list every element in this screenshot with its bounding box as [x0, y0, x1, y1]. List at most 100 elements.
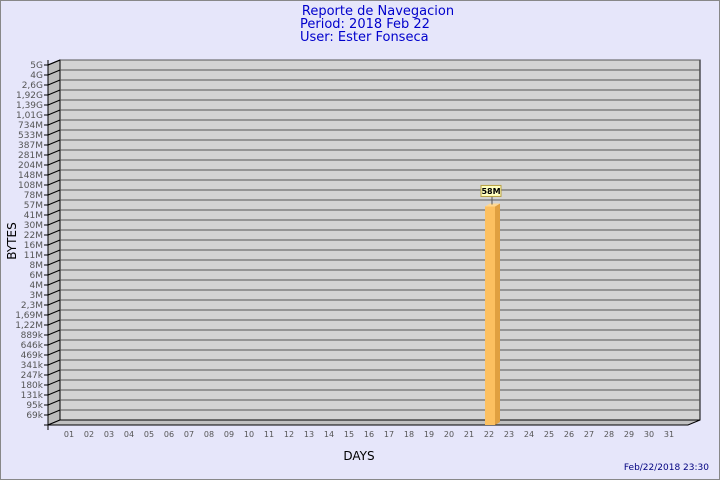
- x-tick-label: 18: [404, 430, 414, 439]
- x-tick-label: 31: [664, 430, 674, 439]
- y-tick-label: 4M: [30, 281, 44, 291]
- y-tick-label: 95k: [26, 401, 43, 411]
- y-tick-depth: [47, 249, 61, 256]
- bar-side: [495, 203, 500, 425]
- x-tick-label: 29: [624, 430, 634, 439]
- x-tick-label: 22: [484, 430, 494, 439]
- y-tick-depth: [47, 99, 61, 106]
- x-tick-label: 27: [584, 430, 594, 439]
- x-tick-label: 05: [144, 430, 154, 439]
- x-tick-label: 30: [644, 430, 654, 439]
- y-tick-label: 69k: [26, 411, 43, 421]
- y-tick-label: 16M: [24, 241, 43, 251]
- y-tick-depth: [47, 369, 61, 376]
- x-tick-label: 15: [344, 430, 354, 439]
- x-axis-label: DAYS: [343, 449, 374, 463]
- y-tick-depth: [47, 59, 61, 66]
- y-tick-depth: [47, 339, 61, 346]
- y-tick-depth: [47, 199, 61, 206]
- x-tick-label: 12: [284, 430, 294, 439]
- x-tick-label: 25: [544, 430, 554, 439]
- x-tick-label: 13: [304, 430, 314, 439]
- y-tick-label: 11M: [24, 251, 43, 261]
- y-tick-depth: [47, 69, 61, 76]
- y-tick-depth: [47, 399, 61, 406]
- bar-top: [485, 203, 500, 207]
- y-tick-label: 57M: [24, 201, 43, 211]
- y-tick-label: 6M: [30, 271, 44, 281]
- y-tick-depth: [47, 109, 61, 116]
- y-tick-depth: [47, 139, 61, 146]
- y-tick-label: 4G: [30, 71, 43, 81]
- y-tick-label: 22M: [24, 231, 43, 241]
- timestamp: Feb/22/2018 23:30: [624, 463, 709, 473]
- x-tick-label: 07: [184, 430, 194, 439]
- y-tick-depth: [47, 319, 61, 326]
- y-tick-label: 8M: [30, 261, 44, 271]
- y-tick-depth: [47, 329, 61, 336]
- x-tick-label: 10: [244, 430, 254, 439]
- y-tick-label: 341k: [21, 361, 44, 371]
- x-tick-label: 28: [604, 430, 614, 439]
- chart-title: Reporte de Navegacion: [302, 4, 454, 19]
- y-tick-depth: [47, 79, 61, 86]
- y-tick-depth: [47, 89, 61, 96]
- x-tick-label: 17: [384, 430, 394, 439]
- x-tick-label: 21: [464, 430, 474, 439]
- x-tick-label: 01: [64, 430, 74, 439]
- y-tick-label: 533M: [18, 131, 43, 141]
- data-label-box: [480, 184, 502, 197]
- y-tick-label: 889k: [21, 331, 44, 341]
- x-tick-label: 06: [164, 430, 174, 439]
- x-tick-label: 03: [104, 430, 114, 439]
- y-tick-label: 2,3M: [21, 301, 43, 311]
- y-tick-label: 1,39G: [16, 101, 43, 111]
- y-tick-label: 108M: [18, 181, 43, 191]
- x-tick-label: 20: [444, 430, 454, 439]
- y-tick-depth: [47, 289, 61, 296]
- y-tick-depth: [47, 259, 61, 266]
- data-label: 58M: [481, 187, 500, 196]
- y-tick-label: 2,6G: [22, 81, 43, 91]
- y-tick-depth: [47, 209, 61, 216]
- y-tick-label: 469k: [21, 351, 44, 361]
- y-tick-depth: [47, 169, 61, 176]
- y-tick-label: 1,92G: [16, 91, 43, 101]
- y-tick-label: 247k: [21, 371, 44, 381]
- y-tick-label: 281M: [18, 151, 43, 161]
- x-tick-label: 16: [364, 430, 374, 439]
- x-tick-label: 14: [324, 430, 334, 439]
- y-tick-depth: [47, 119, 61, 126]
- y-tick-depth: [47, 179, 61, 186]
- y-tick-depth: [47, 409, 61, 416]
- y-tick-depth: [47, 349, 61, 356]
- y-tick-depth: [47, 229, 61, 236]
- y-tick-label: 30M: [24, 221, 43, 231]
- y-tick-label: 78M: [24, 191, 43, 201]
- x-tick-label: 02: [84, 430, 94, 439]
- y-tick-depth: [47, 189, 61, 196]
- bar: [485, 206, 495, 425]
- y-tick-label: 1,22M: [15, 321, 43, 331]
- y-tick-depth: [47, 129, 61, 136]
- y-tick-label: 180k: [21, 381, 44, 391]
- y-tick-depth: [47, 359, 61, 366]
- y-tick-label: 1,69M: [15, 311, 43, 321]
- y-tick-label: 204M: [18, 161, 43, 171]
- y-tick-label: 5G: [30, 61, 43, 71]
- floor: [47, 419, 701, 426]
- y-tick-label: 734M: [18, 121, 43, 131]
- y-axis-label: BYTES: [5, 222, 19, 259]
- y-tick-depth: [47, 299, 61, 306]
- y-tick-label: 3M: [30, 291, 44, 301]
- chart-user: User: Ester Fonseca: [300, 30, 429, 45]
- y-tick-label: 1,01G: [16, 111, 43, 121]
- y-tick-depth: [47, 159, 61, 166]
- x-tick-label: 24: [524, 430, 534, 439]
- y-tick-label: 387M: [18, 141, 43, 151]
- y-tick-label: 41M: [24, 211, 43, 221]
- y-tick-label: 131k: [21, 391, 44, 401]
- y-tick-depth: [47, 149, 61, 156]
- y-tick-depth: [47, 309, 61, 316]
